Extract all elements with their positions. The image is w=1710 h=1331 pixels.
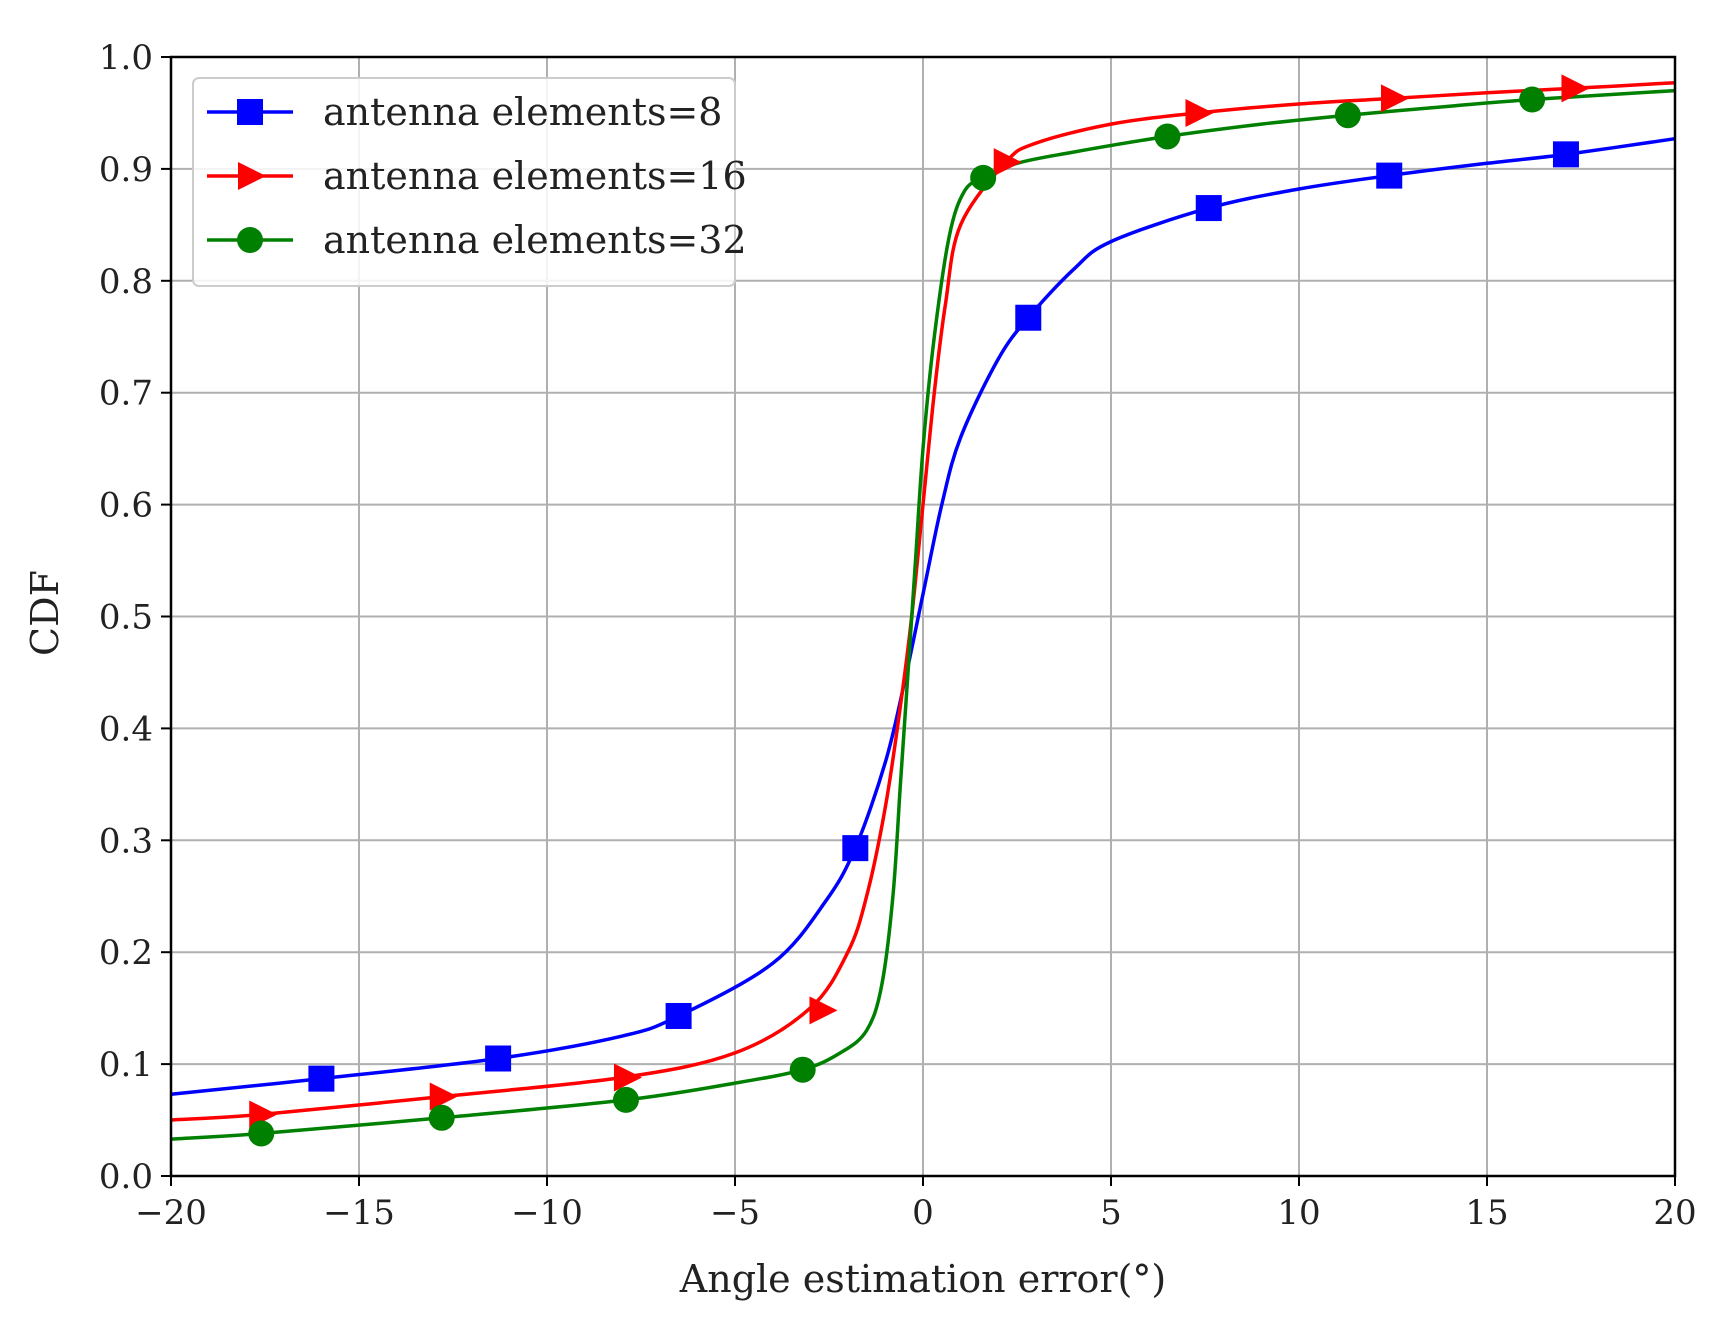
series-3-marker bbox=[970, 164, 997, 191]
legend-label-3: antenna elements=32 bbox=[323, 218, 747, 262]
x-tick-label: 5 bbox=[1100, 1193, 1122, 1233]
legend-box bbox=[192, 77, 736, 287]
series-3-marker bbox=[1154, 123, 1181, 150]
y-tick-label: 1.0 bbox=[99, 38, 153, 78]
series-3-marker bbox=[612, 1086, 639, 1113]
y-tick-label: 0.4 bbox=[99, 709, 153, 749]
series-2-marker bbox=[249, 1100, 278, 1129]
legend: antenna elements=8 antenna elements=16 ant… bbox=[192, 77, 747, 287]
series-3-marker bbox=[789, 1056, 816, 1083]
x-tick-label: −20 bbox=[135, 1193, 207, 1233]
y-tick-label: 0.7 bbox=[99, 374, 153, 414]
series-1-marker bbox=[1376, 162, 1403, 189]
x-tick-label: 20 bbox=[1653, 1193, 1696, 1233]
y-tick-label: 0.3 bbox=[99, 821, 153, 861]
series-3-marker bbox=[1519, 86, 1546, 113]
series-2-marker bbox=[993, 148, 1022, 177]
y-tick-label: 0.1 bbox=[99, 1045, 153, 1085]
series-line-2 bbox=[170, 80, 1676, 1122]
legend-marker-3 bbox=[237, 227, 263, 253]
legend-label-1: antenna elements=8 bbox=[323, 90, 722, 134]
series-line-1 bbox=[170, 136, 1676, 1097]
series-lines bbox=[170, 80, 1676, 1141]
y-tick-label: 0.8 bbox=[99, 262, 153, 302]
series-1-marker bbox=[665, 1002, 692, 1029]
series-1-marker bbox=[1015, 304, 1042, 331]
x-tick-label: −10 bbox=[511, 1193, 583, 1233]
y-tick-label: 0.0 bbox=[99, 1157, 153, 1197]
series-2-marker bbox=[613, 1063, 642, 1092]
series-2-marker bbox=[809, 996, 838, 1025]
x-tick-label: −15 bbox=[323, 1193, 395, 1233]
y-tick-label: 0.9 bbox=[99, 150, 153, 190]
series-1-marker bbox=[485, 1045, 512, 1072]
y-axis-label: CDF bbox=[23, 570, 67, 656]
y-tick-label: 0.2 bbox=[99, 933, 153, 973]
series-1-marker bbox=[1552, 141, 1579, 168]
legend-marker-1 bbox=[237, 99, 263, 125]
series-3-marker bbox=[248, 1120, 275, 1147]
series-2-marker bbox=[1185, 98, 1214, 127]
series-3-marker bbox=[428, 1104, 455, 1131]
series-2-marker bbox=[1381, 84, 1409, 113]
series-2-marker bbox=[1561, 74, 1590, 103]
axis-ticks: −20 −15 −10 −5 0 5 10 15 20 0.0 0.1 0.2 0.3 0.4 0.5 0.6… bbox=[99, 38, 1697, 1233]
y-tick-label: 0.6 bbox=[99, 486, 153, 526]
series-markers bbox=[248, 74, 1590, 1147]
x-tick-label: 10 bbox=[1277, 1193, 1320, 1233]
x-tick-label: 15 bbox=[1465, 1193, 1508, 1233]
series-2-marker bbox=[429, 1082, 458, 1111]
y-tick-label: 0.5 bbox=[99, 598, 153, 638]
x-tick-label: −5 bbox=[710, 1193, 760, 1233]
series-1-marker bbox=[842, 835, 869, 862]
series-1-marker bbox=[308, 1065, 335, 1092]
legend-label-2: antenna elements=16 bbox=[323, 154, 747, 198]
series-3-marker bbox=[1334, 102, 1361, 129]
x-axis-label: Angle estimation error(°) bbox=[679, 1257, 1166, 1301]
series-1-marker bbox=[1195, 195, 1222, 222]
x-tick-label: 0 bbox=[912, 1193, 934, 1233]
series-line-3 bbox=[170, 88, 1676, 1141]
legend-marker-2 bbox=[238, 162, 266, 190]
